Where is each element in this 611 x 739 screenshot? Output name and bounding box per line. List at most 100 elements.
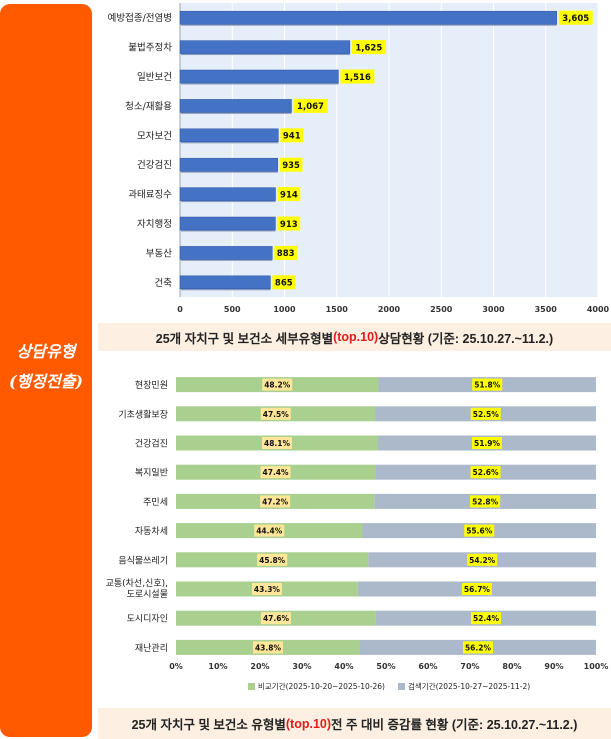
y-category-label: 청소/재활용 (125, 100, 172, 112)
y-category-label: 음식물쓰레기 (118, 555, 168, 566)
data-label: 941 (283, 132, 301, 142)
chart2-caption-pre: 25개 자치구 및 보건소 유형별 (131, 718, 286, 732)
y-category-label: 재난관리 (135, 643, 168, 654)
data-label-bg (262, 378, 293, 391)
data-label: 1,625 (355, 43, 382, 53)
bar (179, 99, 292, 113)
data-label-comparison: 48.1% (264, 439, 291, 448)
data-label-bg (351, 40, 386, 55)
data-label-bg (340, 69, 375, 84)
data-label: 3,605 (562, 14, 589, 24)
data-label-search: 52.6% (473, 468, 500, 477)
data-label-bg (462, 641, 493, 654)
x-tick-label: 500 (224, 305, 241, 314)
chart-consultation-by-type: 0 500 1000 1500 2000 2500 3000 3500 4000 예방접종/전염병… (108, 3, 610, 314)
data-label-bg (252, 641, 283, 654)
y-category-label: 과태료징수 (128, 190, 172, 201)
y-category-label: 모자보건 (137, 131, 172, 142)
data-label-bg (470, 612, 501, 625)
legend-label-comparison: 비교기간(2025-10-20~2025-10-26) (258, 681, 385, 691)
data-label-bg (293, 98, 328, 113)
x-tick-label: 0% (169, 662, 183, 671)
y-category-label: 일반보건 (137, 72, 172, 83)
data-label-bg (262, 437, 293, 449)
data-label-bg (260, 407, 291, 420)
data-label: 935 (282, 161, 300, 171)
y-category-label: 도시디자인 (127, 614, 168, 625)
x-tick-label: 10% (208, 662, 227, 671)
x-tick-label: 3000 (482, 305, 505, 314)
y-category-label-line: 도로시설물 (127, 589, 168, 600)
chart1-caption-highlight: (top.10) (333, 330, 379, 344)
x-tick-label: 0 (177, 305, 183, 314)
data-label-bg (257, 553, 288, 566)
bar (179, 187, 276, 201)
y-category-label-line: 교통(차선,신호), (106, 577, 168, 589)
data-label-comparison: 43.8% (255, 643, 282, 652)
data-label-bg (254, 524, 285, 537)
data-label-bg (272, 275, 296, 290)
data-label-comparison: 47.4% (263, 468, 290, 477)
data-label-bg (470, 407, 501, 420)
legend-swatch-comparison (248, 683, 255, 690)
y-category-label: 건축 (155, 278, 173, 289)
data-label-bg (558, 10, 593, 25)
bar (179, 216, 276, 231)
legend-label-search: 검색기간(2025-10-27~2025-11-2) (408, 681, 530, 691)
y-category-label: 건강검진 (137, 159, 172, 171)
bar (179, 246, 273, 260)
data-label-comparison: 47.5% (263, 410, 290, 419)
data-label-comparison: 48.2% (264, 381, 291, 390)
y-category-label: 자치행정 (137, 218, 172, 230)
data-label: 1,516 (344, 73, 371, 83)
y-category-label: 교통(차선,신호), 도로시설물 (106, 577, 168, 600)
bar (179, 157, 278, 172)
x-tick-label: 40% (334, 662, 353, 671)
y-category-label: 복지일반 (135, 468, 168, 479)
chart2-caption-highlight: (top.10) (285, 716, 332, 731)
data-label-bg (280, 128, 304, 143)
x-tick-label: 2000 (378, 305, 401, 314)
data-label-bg (251, 583, 282, 595)
data-label-comparison: 44.4% (256, 527, 283, 536)
data-label-search: 56.7% (464, 585, 491, 594)
side-label-line2: (행정전출) (8, 372, 84, 391)
data-label-bg (260, 612, 291, 625)
chart-weekly-change-rate: 0% 10% 20% 30% 40% 50% 60% 70% 80% 90% 100% 현장민원 48.… (106, 377, 609, 691)
bar (179, 40, 351, 54)
data-label-comparison: 43.3% (254, 585, 281, 594)
data-label-bg (260, 495, 291, 508)
data-label-bg (461, 583, 492, 595)
y-category-label: 주민세 (143, 497, 168, 508)
side-label: 상담유형 (행정전출) (0, 337, 92, 397)
x-tick-label: 70% (460, 662, 479, 671)
data-label-search: 52.8% (472, 497, 499, 506)
data-label-bg (260, 466, 291, 479)
data-label-search: 51.8% (474, 381, 501, 390)
data-label-bg (470, 466, 501, 479)
data-label: 913 (280, 220, 298, 230)
data-label-search: 52.4% (473, 614, 500, 623)
data-label-bg (279, 157, 303, 172)
bar (179, 10, 557, 25)
legend-swatch-search (398, 683, 405, 690)
bar (179, 275, 271, 290)
data-label: 865 (275, 279, 293, 289)
data-label-search: 54.2% (469, 556, 496, 565)
x-tick-label: 100% (584, 662, 609, 671)
x-tick-label: 3500 (535, 305, 558, 314)
y-category-label: 예방접종/전염병 (108, 12, 172, 24)
data-label: 1,067 (297, 102, 324, 112)
x-tick-label: 1500 (326, 305, 349, 314)
data-label-comparison: 45.8% (259, 556, 286, 565)
data-label: 914 (280, 190, 298, 200)
data-label-search: 52.5% (473, 410, 500, 419)
x-tick-label: 60% (418, 662, 437, 671)
data-label-bg (274, 245, 298, 260)
data-label-search: 51.9% (474, 439, 501, 448)
data-label-bg (277, 187, 301, 202)
x-tick-label: 20% (250, 662, 269, 671)
x-tick-label: 80% (502, 662, 521, 671)
x-tick-label: 4000 (587, 305, 610, 314)
x-tick-label: 1000 (273, 305, 296, 314)
